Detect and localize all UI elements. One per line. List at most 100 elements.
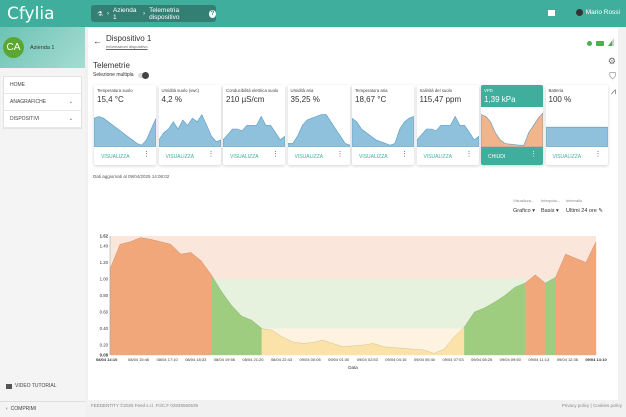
range-select[interactable]: Ultimi 24 ore ✎: [566, 208, 604, 214]
map-pin-icon[interactable]: ⛉: [609, 71, 616, 81]
x-tick-label: 08/04 15:46: [128, 357, 150, 362]
area-segment: [302, 342, 313, 356]
card-title: Conducibilità elettrica suolo: [226, 88, 279, 93]
sparkline: [223, 115, 285, 147]
x-tick-label: 09/04 02:53: [357, 357, 379, 362]
y-tick-label: 0.80: [100, 293, 109, 298]
vpd-chart: 1.521.401.201.000.800.600.400.200.0808/0…: [96, 234, 607, 371]
card-title: Batteria: [548, 88, 564, 93]
x-tick-label: 09/04 12:36: [557, 357, 579, 362]
footer-links[interactable]: Privacy policy | Cookies policy: [561, 403, 622, 408]
card-value: 4,2 %: [161, 95, 182, 104]
toggle-switch[interactable]: [137, 71, 149, 79]
more-options-icon[interactable]: ⋮: [594, 151, 602, 158]
more-options-icon[interactable]: ⋮: [465, 151, 473, 158]
telemetry-card[interactable]: Temperatura aria 18,67 °C VISUALIZZA ⋮: [352, 85, 414, 165]
sidebar-item-anagrafiche[interactable]: ANAGRAFICHE ⌄: [4, 94, 81, 111]
series-line: [109, 237, 597, 354]
area-segment: [514, 282, 526, 356]
telemetry-card[interactable]: VPD 1,39 kPa CHIUDI ⋮: [481, 85, 543, 165]
area-segment: [393, 347, 404, 356]
card-value: 35,25 %: [290, 95, 320, 104]
sparkline: [481, 107, 543, 147]
view-select[interactable]: Grafico ▾: [513, 208, 536, 214]
x-tick-label: 09/04 07:03: [442, 357, 464, 362]
sparkline: [545, 126, 608, 147]
more-options-icon[interactable]: ⋮: [336, 151, 344, 158]
device-info-link[interactable]: Informazioni dispositivo: [106, 44, 148, 49]
area-segment: [362, 343, 374, 356]
sparkline: [352, 116, 414, 147]
sparkline: [94, 116, 156, 147]
area-segment: [524, 274, 536, 356]
y-tick-label: 1.52: [100, 234, 109, 239]
area-segment: [403, 348, 414, 356]
card-action-button[interactable]: VISUALIZZA: [423, 154, 453, 160]
area-segment: [352, 344, 364, 356]
telemetry-card[interactable]: Temperatura suolo 15,4 °C VISUALIZZA ⋮: [94, 85, 156, 165]
collapse-button[interactable]: ‹ COMPRIMI: [0, 401, 85, 412]
y-tick-label: 0.20: [100, 343, 109, 348]
chat-icon[interactable]: [547, 9, 555, 16]
more-options-icon[interactable]: ⋮: [530, 151, 537, 158]
card-action-button[interactable]: VISUALIZZA: [165, 154, 195, 160]
x-axis-label: Data: [348, 365, 358, 370]
breadcrumb-azienda[interactable]: Azienda 1: [113, 6, 137, 21]
status-dot-icon: [587, 41, 592, 46]
interpolation-select[interactable]: Basis ▾: [541, 208, 559, 214]
area-segment: [241, 315, 252, 356]
more-options-icon[interactable]: ⋮: [401, 151, 408, 158]
sidebar: CA Azienda 1 HOME ANAGRAFICHE ⌄ DISPOSITI…: [0, 27, 85, 417]
card-action-button[interactable]: VISUALIZZA: [552, 154, 582, 160]
sparkline: [416, 115, 479, 147]
y-tick-label: 1.40: [100, 243, 109, 248]
microscope-icon: ⚗: [97, 10, 103, 18]
y-tick-label: 1.20: [100, 260, 109, 265]
area-segment: [261, 328, 273, 356]
footer-copyright: FEEDENTITY ©2025 Feed s.r.l. P.I/C.F 028…: [91, 403, 198, 408]
card-value: 1,39 kPa: [484, 95, 516, 104]
user-menu[interactable]: Mario Rossi: [547, 9, 620, 16]
multi-select-toggle[interactable]: Selezione multipla: [93, 71, 149, 79]
sidebar-item-dispositivi[interactable]: DISPOSITIVI ⌄: [4, 111, 81, 128]
card-action-button[interactable]: CHIUDI: [488, 154, 506, 160]
card-action-button[interactable]: VISUALIZZA: [101, 154, 130, 160]
avatar-icon: [575, 9, 583, 16]
telemetry-card[interactable]: Salinità del suolo 115,47 ppm VISUALIZZA…: [416, 85, 479, 165]
card-action-button[interactable]: VISUALIZZA: [294, 154, 324, 160]
area-segment: [504, 286, 516, 356]
back-arrow-icon[interactable]: ←: [93, 36, 102, 46]
telemetry-card[interactable]: Umidità suolo (vwc) 4,2 % VISUALIZZA ⋮: [158, 85, 221, 165]
x-tick-label: 09/04 14:10: [585, 357, 607, 362]
logo[interactable]: Cfylia: [7, 4, 55, 24]
telemetry-card[interactable]: Conducibilità elettrica suolo 210 µS/cm …: [223, 85, 285, 165]
card-value: 210 µS/cm: [226, 95, 265, 104]
more-options-icon[interactable]: ⋮: [272, 151, 279, 158]
area-segment: [190, 252, 202, 356]
area-segment: [180, 252, 192, 356]
x-tick-label: 09/04 09:50: [500, 357, 522, 362]
card-value: 15,4 °C: [97, 95, 124, 104]
telemetry-card[interactable]: Umidità aria 35,25 % VISUALIZZA ⋮: [287, 85, 350, 165]
video-tutorial-link[interactable]: VIDEO TUTORIAL: [0, 383, 85, 389]
card-title: Temperatura aria: [355, 88, 388, 93]
area-segment: [565, 253, 576, 356]
more-options-icon[interactable]: ⋮: [207, 151, 215, 158]
help-icon[interactable]: ?: [208, 9, 216, 18]
telemetry-card[interactable]: Batteria 100 % VISUALIZZA ⋮: [545, 85, 608, 165]
area-segment: [342, 345, 354, 356]
area-segment: [484, 301, 495, 356]
more-options-icon[interactable]: ⋮: [143, 151, 150, 158]
breadcrumb: ⚗ › Azienda 1 › Telemetria dispositivo ?: [91, 5, 216, 22]
x-tick-label: 08/04 22:43: [271, 357, 293, 362]
gear-icon[interactable]: ⚙: [607, 56, 616, 66]
organization-panel: CA Azienda 1: [0, 27, 85, 68]
x-tick-label: 09/04 05:40: [414, 357, 436, 362]
card-action-button[interactable]: VISUALIZZA: [230, 154, 259, 160]
card-action-button[interactable]: VISUALIZZA: [359, 154, 388, 160]
sidebar-item-home[interactable]: HOME: [4, 77, 81, 94]
user-name: Mario Rossi: [585, 9, 620, 16]
card-title: VPD: [484, 88, 493, 93]
sparkline: [158, 113, 221, 147]
chart-icon[interactable]: ⩘: [610, 86, 616, 96]
